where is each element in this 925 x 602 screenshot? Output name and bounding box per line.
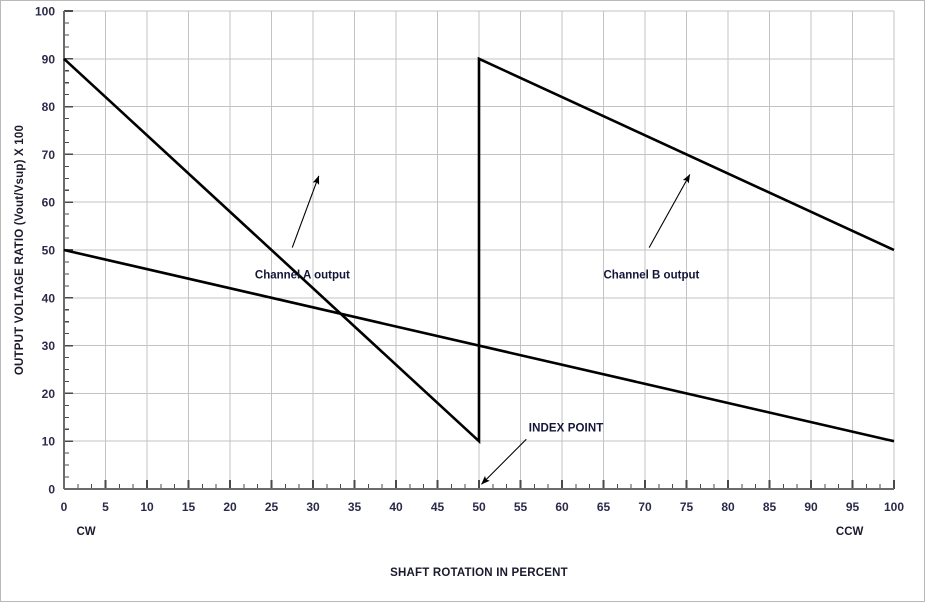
x-tick-label: 95 bbox=[846, 500, 860, 514]
data-series bbox=[63, 56, 895, 445]
y-tick-label: 80 bbox=[42, 100, 56, 114]
x-tick-label: 65 bbox=[597, 500, 611, 514]
annotation-label-channel-a: Channel A output bbox=[255, 270, 350, 282]
x-tick-label: 30 bbox=[306, 500, 320, 514]
y-tick-label: 50 bbox=[42, 244, 56, 258]
y-axis-title: OUTPUT VOLTAGE RATIO (Vout/Vsup) X 100 bbox=[14, 125, 26, 375]
direction-label-cw: CW bbox=[76, 526, 95, 538]
x-tick-label: 80 bbox=[721, 500, 735, 514]
y-tick-label: 0 bbox=[48, 483, 55, 497]
x-tick-label: 10 bbox=[140, 500, 154, 514]
x-tick-labels: 0 5 10 15 20 25 30 35 40 45 50 55 60 65 70 75 80 85 90 95 10… bbox=[61, 500, 905, 514]
y-tick-label: 90 bbox=[42, 52, 56, 66]
x-tick-label: 50 bbox=[472, 500, 486, 514]
axis-ticks bbox=[63, 10, 895, 490]
y-tick-label: 100 bbox=[35, 5, 55, 19]
x-tick-label: 35 bbox=[348, 500, 362, 514]
y-tick-label: 10 bbox=[42, 435, 56, 449]
x-tick-label: 100 bbox=[884, 500, 904, 514]
y-tick-label: 40 bbox=[42, 291, 56, 305]
x-tick-label: 20 bbox=[223, 500, 237, 514]
chart-annotations: Channel A output Channel B output INDEX PO… bbox=[255, 174, 700, 485]
annotation-label-index-point: INDEX POINT bbox=[529, 423, 604, 435]
x-tick-label: 55 bbox=[514, 500, 528, 514]
x-tick-label: 45 bbox=[431, 500, 445, 514]
series-line-channel-b bbox=[63, 56, 895, 445]
x-tick-label: 75 bbox=[680, 500, 694, 514]
y-tick-label: 20 bbox=[42, 387, 56, 401]
x-tick-label: 60 bbox=[555, 500, 569, 514]
y-tick-label: 70 bbox=[42, 148, 56, 162]
x-tick-label: 25 bbox=[265, 500, 279, 514]
x-axis-title: SHAFT ROTATION IN PERCENT bbox=[390, 567, 568, 579]
x-tick-label: 5 bbox=[102, 500, 109, 514]
annotation-arrow-channel-a bbox=[291, 175, 320, 248]
annotation-arrow-channel-b bbox=[648, 174, 691, 248]
x-tick-label: 15 bbox=[182, 500, 196, 514]
x-tick-label: 40 bbox=[389, 500, 403, 514]
y-tick-label: 60 bbox=[42, 196, 56, 210]
y-tick-label: 30 bbox=[42, 339, 56, 353]
x-tick-label: 85 bbox=[763, 500, 777, 514]
y-tick-labels: 0 10 20 30 40 50 60 70 80 90 100 bbox=[35, 5, 55, 497]
direction-label-ccw: CCW bbox=[836, 526, 864, 538]
x-tick-label: 70 bbox=[638, 500, 652, 514]
annotation-label-channel-b: Channel B output bbox=[604, 270, 700, 282]
direction-labels: CW CCW bbox=[76, 526, 863, 538]
annotation-arrow-index-point bbox=[481, 438, 527, 485]
x-tick-label: 0 bbox=[61, 500, 68, 514]
x-tick-label: 90 bbox=[804, 500, 818, 514]
